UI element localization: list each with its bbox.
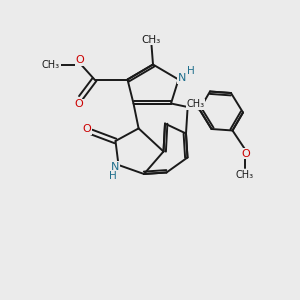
Text: CH₃: CH₃ [142,34,161,45]
Text: O: O [75,55,84,65]
Text: CH₃: CH₃ [42,59,60,70]
Text: O: O [74,99,83,109]
Text: CH₃: CH₃ [187,99,205,109]
Text: N: N [111,161,119,172]
Text: N: N [178,73,186,83]
Text: H: H [187,66,195,76]
Text: CH₃: CH₃ [236,169,253,180]
Text: O: O [242,149,250,159]
Text: O: O [82,124,91,134]
Text: H: H [109,171,117,182]
